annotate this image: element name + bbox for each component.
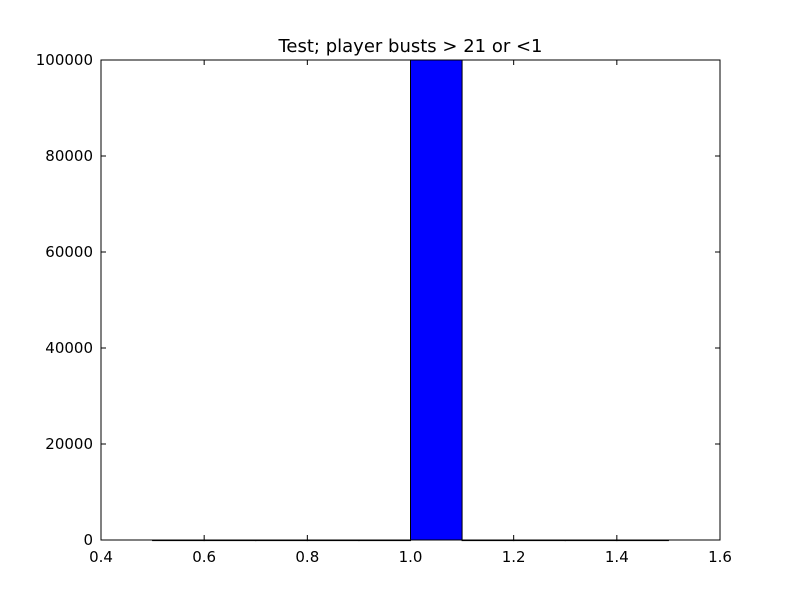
y-tick-label: 40000 [45, 339, 93, 357]
y-tick-label: 0 [83, 531, 93, 549]
plot-frame [100, 59, 721, 541]
y-tick-label: 100000 [36, 51, 93, 69]
x-tick-label: 1.2 [502, 548, 526, 566]
x-tick-label: 1.0 [399, 548, 423, 566]
ticks-layer: 0.4 0.6 0.8 1.0 1.2 1.4 1.6 0 20000 40000 60000 800… [36, 51, 732, 566]
x-tick-label: 0.6 [192, 548, 216, 566]
x-tick-label: 0.8 [295, 548, 319, 566]
y-tick-label: 80000 [45, 147, 93, 165]
x-tick-label: 1.4 [605, 548, 629, 566]
x-tick-label: 0.4 [89, 548, 113, 566]
x-tick-label: 1.6 [708, 548, 732, 566]
chart-title: Test; player busts > 21 or <1 [277, 36, 542, 57]
histogram-bar [410, 59, 463, 541]
y-tick-label: 20000 [45, 435, 93, 453]
y-tick-label: 60000 [45, 243, 93, 261]
bars-layer [152, 59, 669, 542]
